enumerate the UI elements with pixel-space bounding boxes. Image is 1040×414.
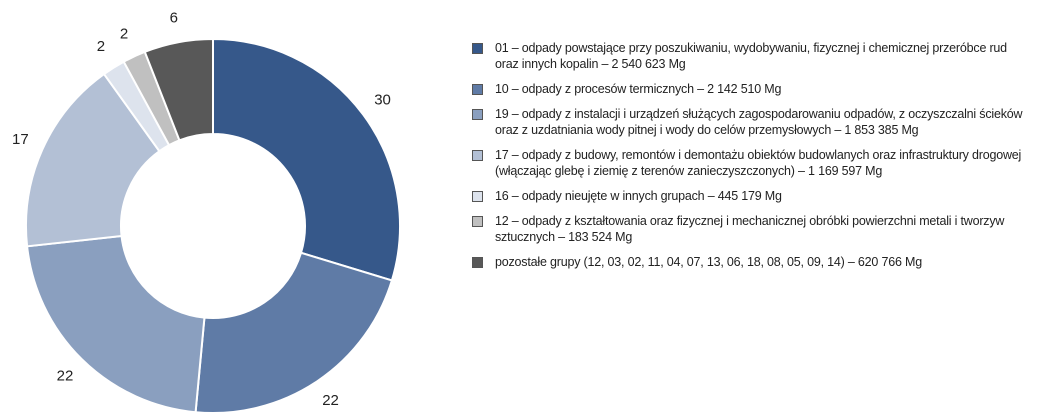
slice [143, 37, 214, 142]
legend-label: 10 – odpady z procesów termicznych – 2 1… [495, 82, 782, 96]
slice-label: 30 [374, 91, 391, 108]
slice-label: 22 [57, 367, 74, 384]
slice-label: 6 [170, 10, 178, 27]
legend-swatch [472, 43, 483, 54]
slice-label: 22 [322, 392, 339, 409]
slice-label: 2 [120, 26, 128, 43]
slice [26, 234, 206, 414]
legend: 01 – odpady powstające przy poszukiwaniu… [472, 40, 1032, 279]
legend-item: 16 – odpady nieujęte w innych grupach – … [472, 188, 1032, 204]
slice [25, 72, 161, 248]
legend-label: 12 – odpady z kształtowania oraz fizyczn… [495, 214, 1005, 244]
legend-label: 01 – odpady powstające przy poszukiwaniu… [495, 41, 1007, 71]
legend-item: 17 – odpady z budowy, remontów i demonta… [472, 147, 1032, 179]
legend-label: 16 – odpady nieujęte w innych grupach – … [495, 189, 782, 203]
legend-item: pozostałe grupy (12, 03, 02, 11, 04, 07,… [472, 254, 1032, 270]
slice-label: 17 [12, 131, 29, 148]
legend-swatch [472, 109, 483, 120]
legend-swatch [472, 216, 483, 227]
legend-label: 19 – odpady z instalacji i urządzeń służ… [495, 107, 1023, 137]
legend-swatch [472, 150, 483, 161]
legend-item: 10 – odpady z procesów termicznych – 2 1… [472, 81, 1032, 97]
slice [194, 251, 394, 414]
legend-item: 19 – odpady z instalacji i urządzeń służ… [472, 106, 1032, 138]
slice [212, 37, 401, 282]
slice-label: 2 [97, 38, 105, 55]
legend-label: 17 – odpady z budowy, remontów i demonta… [495, 148, 1022, 178]
legend-swatch [472, 191, 483, 202]
legend-item: 01 – odpady powstające przy poszukiwaniu… [472, 40, 1032, 72]
legend-label: pozostałe grupy (12, 03, 02, 11, 04, 07,… [495, 255, 922, 269]
legend-item: 12 – odpady z kształtowania oraz fizyczn… [472, 213, 1032, 245]
legend-swatch [472, 84, 483, 95]
legend-swatch [472, 257, 483, 268]
